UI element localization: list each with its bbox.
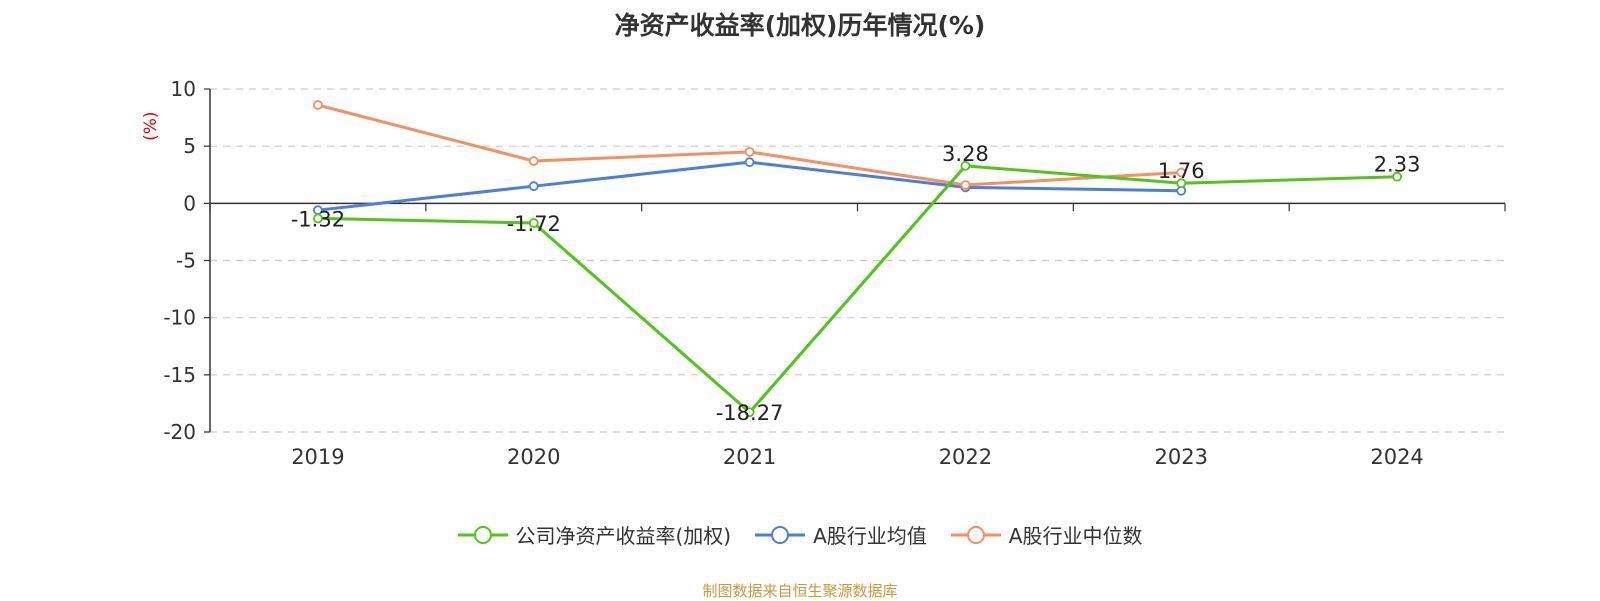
x-tick-label: 2021 (723, 445, 776, 469)
series-line (317, 164, 1398, 414)
data-point (313, 100, 323, 110)
data-source-note: 制图数据来自恒生聚源数据库 (702, 582, 898, 600)
legend-line-circle-icon (950, 525, 1001, 544)
x-tick-label: 2023 (1155, 445, 1208, 469)
y-tick-label: -20 (163, 420, 196, 444)
legend-line-circle-icon (755, 525, 806, 544)
legend-label: A股行业中位数 (1008, 524, 1143, 548)
data-point (528, 156, 539, 166)
data-point (1176, 178, 1187, 189)
x-tick-label: 2020 (507, 445, 560, 469)
data-point (744, 407, 755, 418)
legend-label: A股行业均值 (813, 524, 927, 548)
data-point (528, 218, 539, 228)
legend-item[interactable]: A股行业中位数 (950, 520, 1143, 549)
data-label: 2.33 (1374, 153, 1421, 177)
data-point (960, 160, 971, 171)
data-point (960, 180, 971, 190)
data-point (1392, 171, 1402, 182)
data-label: -18.27 (716, 401, 784, 425)
y-tick-label: 0 (183, 191, 196, 215)
chart-legend: 公司净资产收益率(加权) A股行业均值 A股行业中位数 (0, 520, 1600, 549)
data-point (744, 157, 755, 168)
legend-item[interactable]: 公司净资产收益率(加权) (457, 520, 732, 549)
data-point (313, 213, 323, 224)
legend-item[interactable]: A股行业均值 (755, 520, 927, 549)
data-label: -1.72 (507, 212, 561, 236)
data-label: 1.76 (1158, 159, 1205, 183)
legend-line-circle-icon (457, 525, 508, 544)
chart-title: 净资产收益率(加权)历年情况(%) (614, 11, 986, 40)
x-tick-label: 2024 (1370, 445, 1423, 469)
x-tick-label: 2022 (939, 445, 992, 469)
data-label: -1.32 (291, 207, 345, 231)
data-point (1176, 167, 1187, 178)
y-tick-label: -15 (163, 363, 196, 387)
y-axis-label: (%) (141, 111, 161, 140)
y-tick-label: 5 (183, 134, 196, 158)
y-tick-label: -10 (163, 306, 196, 330)
y-tick-label: 10 (171, 77, 196, 101)
legend-label: 公司净资产收益率(加权) (515, 524, 732, 548)
x-tick-label: 2019 (291, 445, 344, 469)
data-label: 3.28 (942, 142, 989, 166)
data-point (528, 181, 539, 192)
data-point (744, 146, 755, 157)
y-tick-label: -5 (176, 249, 196, 273)
